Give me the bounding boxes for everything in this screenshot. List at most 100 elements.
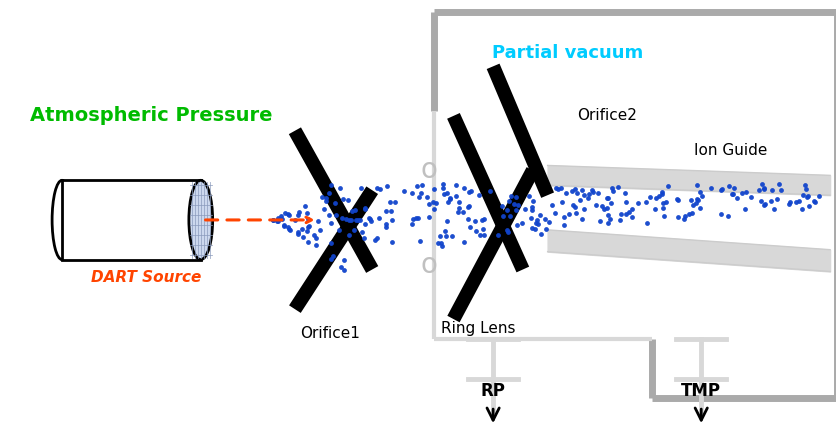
Point (811, 192, 824, 199)
Point (295, 226, 308, 233)
Point (676, 215, 690, 222)
Point (477, 231, 491, 238)
Point (769, 196, 782, 202)
Point (544, 202, 558, 209)
Point (307, 231, 320, 238)
Ellipse shape (189, 180, 212, 260)
Point (713, 187, 726, 194)
Point (509, 193, 522, 200)
Point (456, 238, 470, 245)
Point (756, 202, 769, 208)
Point (656, 213, 670, 220)
Point (500, 227, 513, 234)
Point (660, 182, 674, 189)
Point (782, 200, 795, 207)
Point (472, 191, 485, 198)
Point (440, 189, 453, 196)
Text: Ion Guide: Ion Guide (693, 143, 767, 158)
Point (319, 194, 333, 201)
Point (379, 220, 392, 227)
Point (435, 242, 448, 249)
Point (385, 238, 398, 245)
Point (685, 209, 698, 216)
Point (801, 203, 814, 210)
Point (542, 218, 555, 225)
Point (272, 214, 285, 221)
Point (491, 232, 504, 238)
Point (612, 217, 625, 223)
Point (293, 209, 306, 216)
Point (596, 205, 609, 212)
Point (349, 217, 362, 224)
Point (508, 207, 522, 214)
Point (277, 223, 290, 230)
Point (388, 199, 401, 205)
Point (441, 198, 455, 205)
Point (319, 198, 333, 205)
Point (509, 222, 522, 229)
Point (695, 193, 708, 199)
Point (551, 185, 564, 192)
Point (757, 185, 770, 192)
Point (301, 239, 314, 246)
Point (328, 199, 341, 206)
Point (619, 199, 632, 205)
Text: TMP: TMP (681, 382, 721, 401)
Point (503, 213, 517, 220)
Point (347, 227, 360, 234)
Point (283, 212, 296, 219)
Point (369, 236, 382, 243)
Point (621, 208, 635, 215)
Point (426, 186, 440, 193)
Point (422, 214, 436, 221)
Point (371, 215, 385, 222)
Point (743, 193, 757, 200)
Point (436, 190, 450, 197)
Point (291, 228, 304, 235)
Point (788, 198, 802, 205)
Point (373, 186, 386, 193)
Point (507, 201, 520, 208)
Point (721, 182, 735, 189)
Point (451, 208, 464, 215)
Point (283, 226, 296, 233)
Point (427, 205, 441, 212)
Point (384, 207, 397, 214)
Point (482, 187, 496, 194)
Point (582, 190, 595, 197)
Point (469, 227, 482, 234)
Point (549, 184, 563, 191)
Point (580, 195, 594, 202)
Point (553, 184, 567, 191)
Point (385, 217, 399, 223)
Point (584, 187, 598, 193)
Point (670, 213, 684, 220)
Point (324, 255, 337, 262)
Point (436, 184, 450, 191)
Point (585, 189, 599, 196)
Point (693, 189, 706, 196)
Point (383, 199, 396, 205)
Point (426, 199, 440, 205)
Point (302, 216, 315, 223)
Point (461, 202, 475, 209)
Point (564, 187, 578, 194)
Point (364, 217, 377, 224)
Point (464, 188, 477, 195)
Point (467, 218, 481, 225)
Point (271, 218, 284, 225)
Point (502, 197, 516, 204)
Point (422, 200, 436, 207)
Point (618, 190, 631, 196)
Point (411, 214, 425, 221)
Point (334, 264, 348, 271)
Point (434, 240, 447, 247)
Point (704, 184, 717, 191)
Point (415, 181, 428, 188)
Point (714, 210, 727, 217)
Point (526, 198, 539, 205)
Point (752, 187, 765, 194)
Point (363, 215, 376, 222)
Point (494, 202, 507, 209)
Point (288, 217, 302, 223)
